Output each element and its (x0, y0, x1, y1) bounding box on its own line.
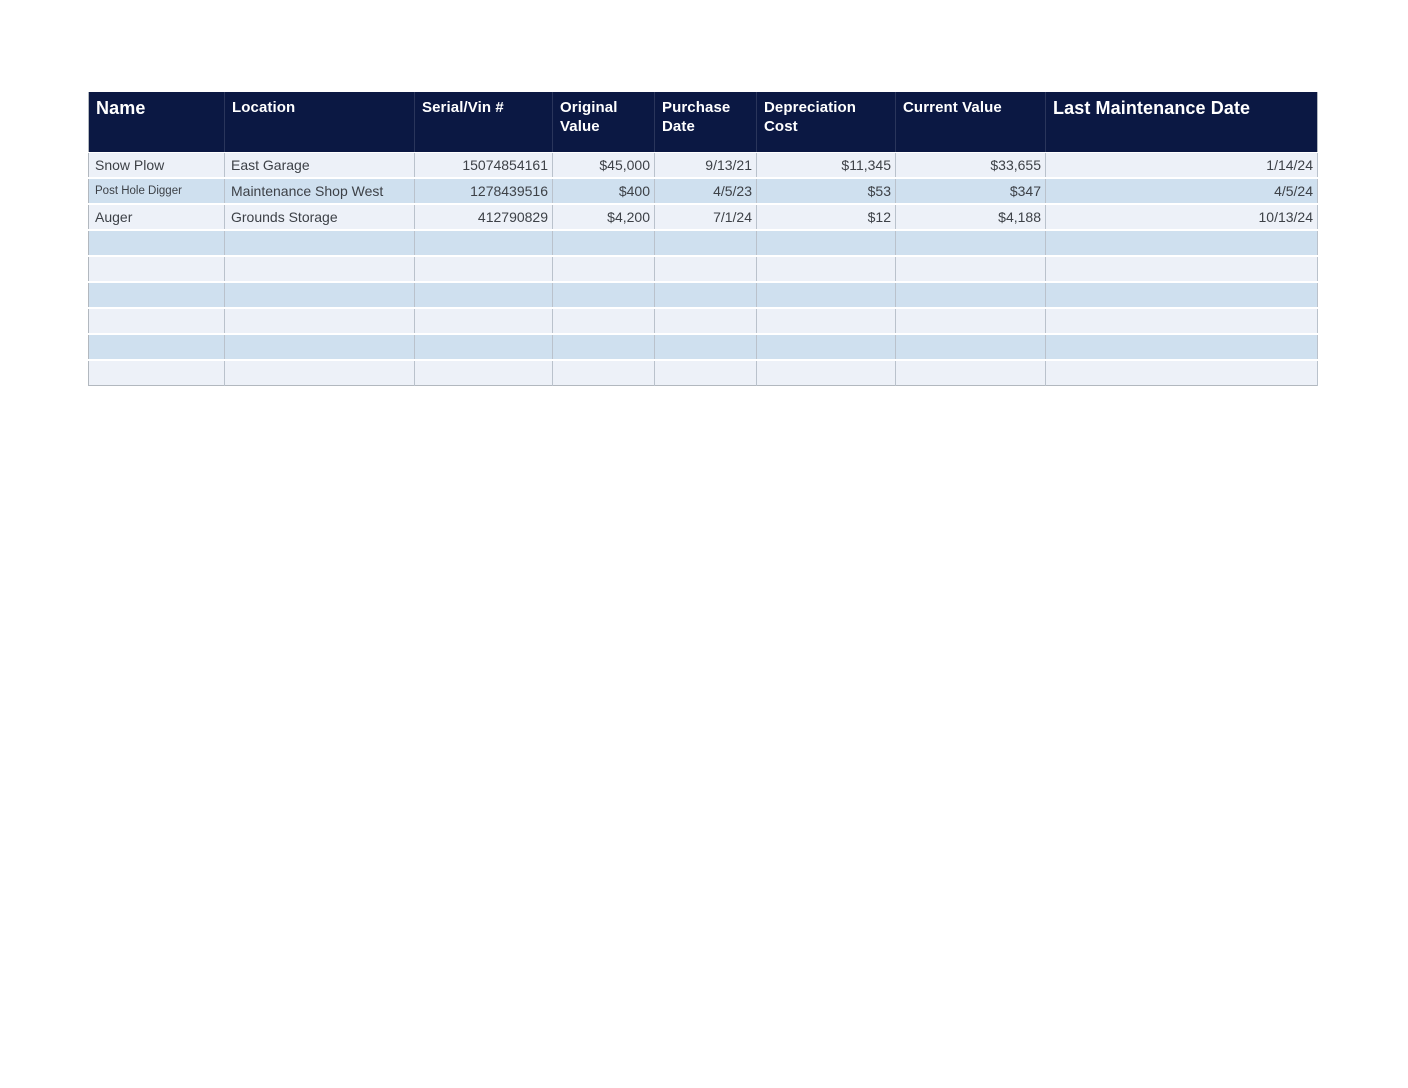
empty-cell[interactable] (895, 229, 1046, 257)
empty-table-row (88, 229, 1318, 257)
table-row: Snow Plow East Garage 15074854161 $45,00… (88, 152, 1318, 179)
empty-cell[interactable] (552, 333, 655, 361)
empty-table-row (88, 255, 1318, 283)
empty-cell[interactable] (654, 307, 757, 335)
empty-cell[interactable] (895, 359, 1046, 385)
empty-cell[interactable] (654, 255, 757, 283)
empty-cell[interactable] (1045, 281, 1318, 309)
equipment-table: Name Location Serial/Vin # Original Valu… (88, 92, 1318, 386)
empty-cell[interactable] (654, 359, 757, 385)
cell-location[interactable]: Maintenance Shop West (224, 177, 415, 205)
empty-cell[interactable] (1045, 333, 1318, 361)
empty-cell[interactable] (756, 359, 896, 385)
empty-cell[interactable] (224, 307, 415, 335)
table-row: Post Hole Digger Maintenance Shop West 1… (88, 177, 1318, 205)
empty-cell[interactable] (224, 229, 415, 257)
empty-cell[interactable] (654, 281, 757, 309)
empty-cell[interactable] (552, 281, 655, 309)
empty-cell[interactable] (88, 307, 225, 335)
empty-cell[interactable] (895, 281, 1046, 309)
empty-cell[interactable] (414, 359, 553, 385)
empty-cell[interactable] (88, 333, 225, 361)
empty-cell[interactable] (224, 333, 415, 361)
header-cell-location[interactable]: Location (224, 92, 415, 153)
cell-current-value[interactable]: $347 (895, 177, 1046, 205)
empty-cell[interactable] (88, 255, 225, 283)
empty-cell[interactable] (1045, 359, 1318, 385)
header-cell-purchase-date[interactable]: Purchase Date (654, 92, 757, 153)
empty-cell[interactable] (552, 255, 655, 283)
header-cell-last-maintenance-date[interactable]: Last Maintenance Date (1045, 92, 1318, 153)
cell-last-maintenance-date[interactable]: 1/14/24 (1045, 152, 1318, 179)
empty-cell[interactable] (88, 359, 225, 385)
cell-serial[interactable]: 15074854161 (414, 152, 553, 179)
header-cell-depreciation-cost[interactable]: Depreciation Cost (756, 92, 896, 153)
cell-depreciation-cost[interactable]: $53 (756, 177, 896, 205)
table-header-row: Name Location Serial/Vin # Original Valu… (88, 92, 1318, 153)
empty-cell[interactable] (552, 359, 655, 385)
empty-cell[interactable] (756, 307, 896, 335)
cell-original-value[interactable]: $4,200 (552, 203, 655, 231)
cell-last-maintenance-date[interactable]: 4/5/24 (1045, 177, 1318, 205)
cell-location[interactable]: Grounds Storage (224, 203, 415, 231)
empty-cell[interactable] (224, 281, 415, 309)
empty-cell[interactable] (1045, 229, 1318, 257)
cell-depreciation-cost[interactable]: $11,345 (756, 152, 896, 179)
cell-purchase-date[interactable]: 9/13/21 (654, 152, 757, 179)
empty-cell[interactable] (414, 307, 553, 335)
cell-current-value[interactable]: $33,655 (895, 152, 1046, 179)
empty-cell[interactable] (414, 229, 553, 257)
cell-serial[interactable]: 412790829 (414, 203, 553, 231)
empty-cell[interactable] (1045, 307, 1318, 335)
empty-cell[interactable] (552, 307, 655, 335)
cell-purchase-date[interactable]: 7/1/24 (654, 203, 757, 231)
cell-last-maintenance-date[interactable]: 10/13/24 (1045, 203, 1318, 231)
empty-cell[interactable] (895, 307, 1046, 335)
header-cell-serial-vin[interactable]: Serial/Vin # (414, 92, 553, 153)
cell-name[interactable]: Post Hole Digger (88, 177, 225, 205)
cell-name[interactable]: Auger (88, 203, 225, 231)
empty-cell[interactable] (756, 229, 896, 257)
cell-name[interactable]: Snow Plow (88, 152, 225, 179)
empty-cell[interactable] (414, 255, 553, 283)
empty-table-row (88, 307, 1318, 335)
cell-original-value[interactable]: $400 (552, 177, 655, 205)
header-cell-current-value[interactable]: Current Value (895, 92, 1046, 153)
empty-cell[interactable] (756, 333, 896, 361)
cell-location[interactable]: East Garage (224, 152, 415, 179)
empty-cell[interactable] (88, 229, 225, 257)
empty-cell[interactable] (88, 281, 225, 309)
equipment-table-container: Name Location Serial/Vin # Original Valu… (88, 92, 1318, 386)
empty-cell[interactable] (654, 333, 757, 361)
empty-cell[interactable] (414, 281, 553, 309)
cell-serial[interactable]: 1278439516 (414, 177, 553, 205)
cell-current-value[interactable]: $4,188 (895, 203, 1046, 231)
empty-cell[interactable] (224, 255, 415, 283)
cell-depreciation-cost[interactable]: $12 (756, 203, 896, 231)
empty-cell[interactable] (895, 255, 1046, 283)
header-cell-original-value[interactable]: Original Value (552, 92, 655, 153)
empty-cell[interactable] (756, 255, 896, 283)
empty-cell[interactable] (1045, 255, 1318, 283)
empty-cell[interactable] (224, 359, 415, 385)
empty-cell[interactable] (654, 229, 757, 257)
empty-cell[interactable] (756, 281, 896, 309)
empty-table-row (88, 359, 1318, 385)
cell-purchase-date[interactable]: 4/5/23 (654, 177, 757, 205)
table-row: Auger Grounds Storage 412790829 $4,200 7… (88, 203, 1318, 231)
empty-table-row (88, 333, 1318, 361)
empty-cell[interactable] (895, 333, 1046, 361)
empty-cell[interactable] (414, 333, 553, 361)
header-cell-name[interactable]: Name (88, 92, 225, 153)
empty-cell[interactable] (552, 229, 655, 257)
cell-original-value[interactable]: $45,000 (552, 152, 655, 179)
empty-table-row (88, 281, 1318, 309)
